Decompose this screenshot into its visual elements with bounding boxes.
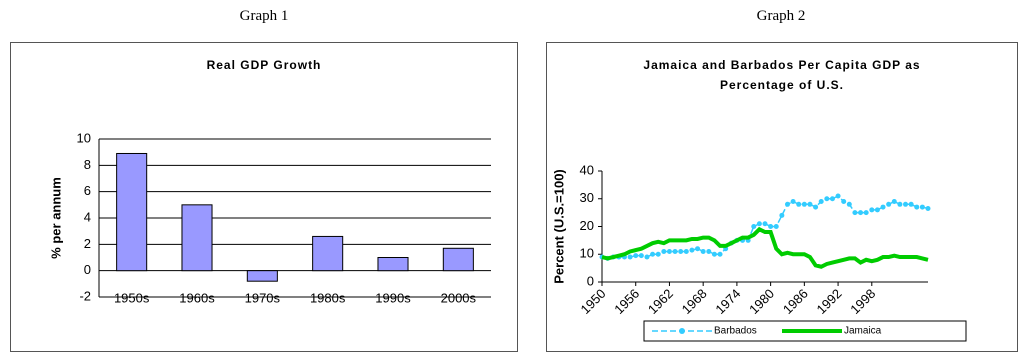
series-marker <box>813 204 819 210</box>
x-tick-label: 1950s <box>114 290 150 305</box>
y-tick-label: 0 <box>84 262 91 277</box>
series-marker <box>796 201 802 207</box>
chart: -2 0 2 4 6 8 10 % per annum 1950s 1960s 1970s 1980s… <box>48 130 491 305</box>
bar <box>312 235 344 272</box>
series-marker <box>695 246 701 252</box>
series-marker <box>919 204 925 210</box>
series-marker <box>818 199 824 205</box>
legend-label: Jamaica <box>844 326 882 337</box>
series-marker <box>683 248 689 254</box>
series-marker <box>869 207 875 213</box>
bar <box>181 204 213 272</box>
x-tick-label: 1960s <box>179 290 215 305</box>
y-tick-label: 4 <box>84 209 91 224</box>
series-marker <box>880 204 886 210</box>
x-tick-label: 1986 <box>780 286 811 317</box>
series-line <box>601 226 929 269</box>
series-marker <box>661 248 667 254</box>
series-marker <box>863 210 869 216</box>
series-marker <box>627 254 633 260</box>
series-marker <box>835 193 841 199</box>
x-tick-label: 1956 <box>611 286 642 317</box>
y-tick-label: 8 <box>84 157 91 172</box>
x-tick-label: 1980s <box>310 290 346 305</box>
series-marker <box>751 224 757 229</box>
series-marker <box>633 253 639 259</box>
series-marker <box>768 224 774 229</box>
y-tick-label: 2 <box>84 236 91 251</box>
x-tick-label: 1968 <box>679 286 710 317</box>
x-tick-label: 1990s <box>375 290 411 305</box>
series-marker <box>858 210 864 216</box>
series-marker <box>897 201 903 207</box>
series-marker <box>886 201 892 207</box>
series-marker <box>925 205 931 211</box>
bar <box>246 270 278 282</box>
series-marker <box>801 201 807 207</box>
y-tick-label: 20 <box>580 218 594 233</box>
series-line <box>601 195 929 260</box>
legend-marker <box>679 328 685 334</box>
series-marker <box>678 248 684 254</box>
graph-heading: Graph 2 <box>756 8 806 24</box>
y-axis-label: % per annum <box>48 177 63 259</box>
chart-panel: 0 10 20 30 40 Percent (U.S.=100) 1950 1956 1962 1… <box>546 42 1018 352</box>
y-axis-label: Percent (U.S.=100) <box>551 169 566 284</box>
series-marker <box>689 247 695 253</box>
series-marker <box>672 248 678 254</box>
bar <box>116 152 148 272</box>
legend-label: Barbados <box>714 326 757 337</box>
series-marker <box>841 199 847 205</box>
series-marker <box>644 254 650 260</box>
series-marker <box>891 199 897 205</box>
series-marker <box>784 201 790 207</box>
series-marker <box>666 248 672 254</box>
y-tick-label: 10 <box>580 246 594 261</box>
chart-title: Real GDP Growth <box>206 58 322 72</box>
series-marker <box>638 253 644 259</box>
series-marker <box>706 248 712 254</box>
series-marker <box>908 201 914 207</box>
x-tick-label: 1980 <box>746 286 777 317</box>
y-tick-label: 40 <box>580 162 594 177</box>
graph-heading: Graph 1 <box>239 8 289 24</box>
series-marker <box>717 251 723 257</box>
series-marker <box>829 196 835 202</box>
chart-title: Jamaica and Barbados Per Capita GDP as P… <box>643 58 921 92</box>
y-tick-label: -2 <box>79 288 91 303</box>
x-tick-label: 1950 <box>577 286 608 317</box>
series-marker <box>650 251 656 257</box>
series-marker <box>846 201 852 207</box>
y-tick-label: 0 <box>587 273 594 288</box>
series-marker <box>874 207 880 213</box>
series-marker <box>852 210 858 216</box>
series-marker <box>773 224 779 229</box>
series-marker <box>903 201 909 207</box>
bar <box>377 257 409 272</box>
x-tick-label: 1974 <box>712 286 743 317</box>
x-tick-label: 1970s <box>245 290 281 305</box>
series-marker <box>824 196 830 202</box>
series-marker <box>762 221 768 227</box>
series-marker <box>655 251 661 257</box>
x-tick-label: 1992 <box>814 286 845 317</box>
series-marker <box>914 204 920 210</box>
y-tick-label: 10 <box>77 130 91 145</box>
chart-panel: -2 0 2 4 6 8 10 % per annum 1950s 1960s 1970s 1980s… <box>10 42 518 352</box>
series-marker <box>711 251 717 257</box>
series-marker <box>756 221 762 227</box>
bar <box>442 247 474 272</box>
x-tick-label: 1962 <box>645 286 676 317</box>
series-marker <box>790 199 796 205</box>
series-marker <box>700 248 706 254</box>
y-tick-label: 6 <box>84 183 91 198</box>
y-tick-label: 30 <box>580 190 594 205</box>
series-marker <box>779 212 785 218</box>
series-marker <box>807 201 813 207</box>
x-tick-label: 2000s <box>441 290 477 305</box>
x-tick-label: 1998 <box>847 286 878 317</box>
